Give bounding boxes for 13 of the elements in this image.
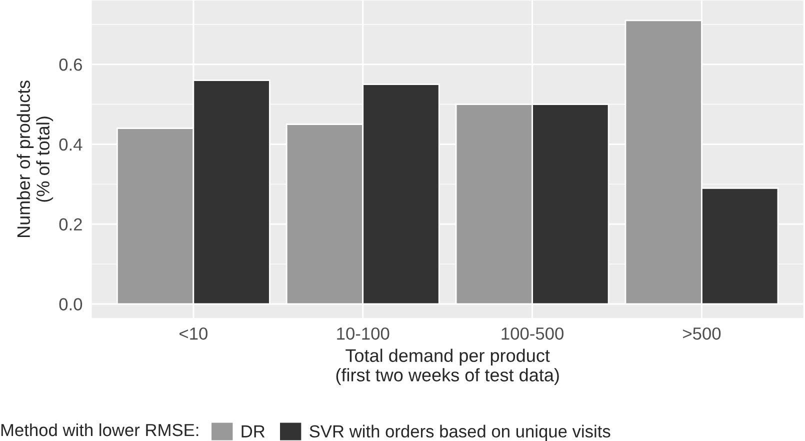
legend-label: SVR with orders based on unique visits	[310, 424, 610, 441]
y-tick-label: 0.6	[59, 58, 82, 71]
x-tick-label: <10	[180, 327, 208, 340]
x-axis-title: Total demand per product (first two weeks of test data)	[336, 348, 559, 385]
y-axis-title: Number of products (% of total)	[16, 80, 54, 237]
y-tick-label: 0.4	[59, 138, 82, 151]
x-tick-label: >500	[683, 327, 721, 340]
x-tick-label: 10-100	[337, 327, 390, 340]
y-tick-label: 0.0	[59, 298, 82, 310]
legend-label: DR	[242, 425, 265, 438]
y-tick-label: 0.2	[59, 218, 82, 231]
x-tick-label: 100-500	[502, 327, 564, 340]
legend-title: Method with lower RMSE:	[1, 423, 198, 436]
